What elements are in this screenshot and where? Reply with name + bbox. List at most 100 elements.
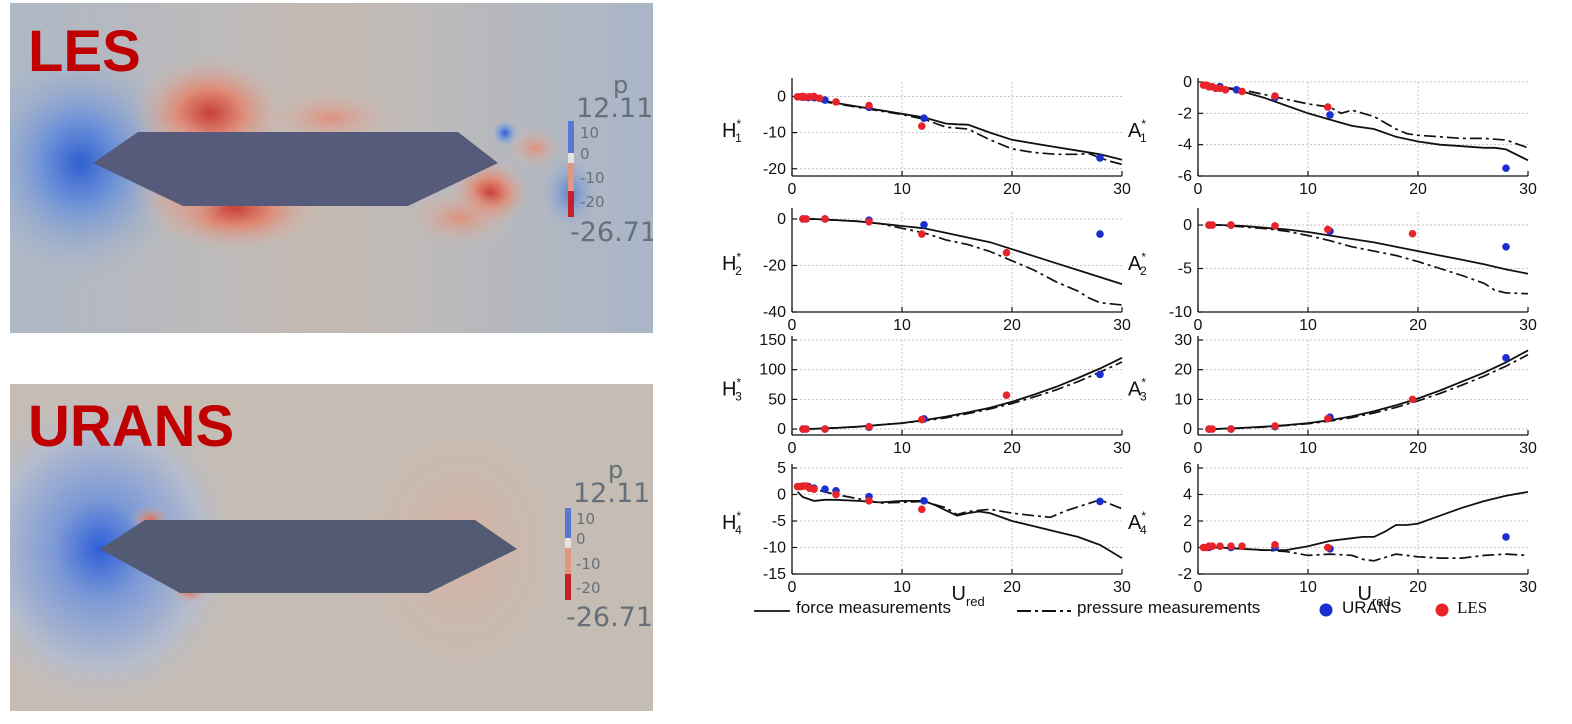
chart-panel-h2: 0 10 20 30 0 -20 -40 H* 2 <box>722 208 1131 334</box>
les-point <box>1408 395 1417 404</box>
x-tick-label: 10 <box>1299 579 1317 596</box>
les-point <box>802 215 811 223</box>
legend-les-label: LES <box>1457 598 1488 617</box>
x-tick-label: 30 <box>1519 181 1537 198</box>
y-tick-label: -10 <box>1169 304 1192 321</box>
y-tick-label: 20 <box>1174 362 1192 379</box>
y-tick-label: 0 <box>777 88 786 105</box>
pressure-line-h4 <box>797 485 1123 519</box>
urans-point <box>1502 354 1510 362</box>
x-tick-label: 30 <box>1113 440 1131 457</box>
les-colorbar-tick: 10 <box>580 124 600 142</box>
les-point <box>918 122 926 130</box>
urans-colorbar-min: -26.71 <box>566 602 653 633</box>
urans-colorbar-tick: -10 <box>576 555 601 573</box>
x-tick-label: 10 <box>893 181 911 198</box>
legend-urans-marker <box>1319 603 1333 617</box>
x-tick-label: 30 <box>1113 317 1131 334</box>
les-colorbar-tick: -20 <box>580 193 605 211</box>
x-tick-label: 0 <box>1194 579 1203 596</box>
les-point <box>832 98 840 106</box>
les-point <box>1227 425 1235 433</box>
pressure-line-a3 <box>1208 354 1529 430</box>
urans-colorbar-max: 12.11 <box>573 478 651 509</box>
legend-les-marker <box>1435 603 1449 617</box>
y-tick-label: 4 <box>1183 487 1192 504</box>
les-point <box>1208 425 1217 433</box>
chart-panel-h1: 0 10 20 30 0 -10 -20 H* 1 <box>722 78 1131 198</box>
y-tick-label: -4 <box>1178 137 1192 154</box>
x-tick-label: 0 <box>1194 440 1203 457</box>
y-tick-label: 0 <box>1183 421 1192 438</box>
les-point <box>810 485 818 494</box>
pressure-line-a2 <box>1209 224 1529 295</box>
y-tick-label: -20 <box>763 257 786 274</box>
x-tick-label: 30 <box>1519 317 1537 334</box>
y-tick-label: -2 <box>1178 105 1192 122</box>
les-point <box>1238 542 1246 550</box>
pressure-line-h3 <box>802 361 1123 430</box>
force-line-h2 <box>803 218 1123 285</box>
les-point <box>1227 542 1235 550</box>
urans-point <box>920 114 928 122</box>
x-tick-label: 0 <box>788 317 797 334</box>
pressure-line-h2 <box>803 218 1123 306</box>
x-tick-label: 0 <box>788 181 797 198</box>
y-tick-label: 0 <box>777 421 786 438</box>
les-colorbar-tick: 0 <box>580 145 590 163</box>
les-point <box>1002 391 1011 400</box>
y-axis-label: H* 3 <box>722 376 742 404</box>
x-tick-label: 10 <box>1299 440 1317 457</box>
y-tick-label: -6 <box>1178 168 1192 185</box>
y-tick-label: 0 <box>777 487 786 504</box>
x-tick-label: 10 <box>893 440 911 457</box>
les-point <box>1208 542 1217 550</box>
les-point <box>832 490 840 499</box>
y-tick-label: 6 <box>1183 460 1192 477</box>
bridge-deck-section <box>93 132 498 206</box>
chart-panel-h3: 0 10 20 30 0 50 100 150 H* 3 <box>722 332 1131 457</box>
les-point <box>918 505 926 514</box>
chart-panel-h4: 0 10 20 30 5 0 -5 -10 -15 H* 4 Ured <box>722 460 1131 609</box>
y-tick-label: 5 <box>777 460 786 477</box>
y-tick-label: 2 <box>1183 513 1192 530</box>
les-colorbar-min: -26.71 <box>570 217 653 248</box>
y-tick-label: -10 <box>763 540 786 557</box>
urans-point <box>920 497 928 505</box>
chart-panel-a1: 0 10 20 30 0 -2 -4 -6 A* 1 <box>1128 74 1537 198</box>
y-tick-label: 0 <box>777 211 786 228</box>
les-point <box>1238 87 1246 96</box>
y-tick-label: 0 <box>1183 74 1192 91</box>
les-field-panel: LES p 12.11 10 0 -10 -20 -26.71 <box>10 3 653 333</box>
chart-panel-a2: 0 10 20 30 0 -5 -10 A* 2 <box>1128 208 1537 334</box>
legend-urans-label: URANS <box>1342 598 1402 617</box>
force-line-a4 <box>1209 491 1529 552</box>
y-tick-label: -5 <box>1178 261 1192 278</box>
urans-pressure-field <box>10 384 653 711</box>
y-axis-label: A* 2 <box>1128 250 1147 278</box>
x-tick-label: 30 <box>1113 579 1131 596</box>
urans-point <box>1326 111 1334 119</box>
force-line-h4 <box>796 491 1123 559</box>
les-point <box>821 215 829 223</box>
les-point <box>918 230 926 238</box>
les-point <box>1324 543 1332 552</box>
legend-force-label: force measurements <box>796 598 951 617</box>
y-tick-label: -2 <box>1178 566 1192 583</box>
chart-panel-a3: 0 10 20 30 0 10 20 30 A* 3 <box>1128 332 1537 457</box>
les-point <box>1271 541 1279 549</box>
x-tick-label: 20 <box>1409 181 1427 198</box>
les-point <box>1324 414 1332 423</box>
x-tick-label: 20 <box>1003 579 1021 596</box>
x-tick-label: 20 <box>1003 181 1021 198</box>
les-point <box>1324 103 1332 111</box>
force-line-h3 <box>802 356 1123 430</box>
x-tick-label: 10 <box>893 579 911 596</box>
x-tick-label: 30 <box>1519 440 1537 457</box>
urans-point <box>920 220 928 229</box>
y-axis-label: H* 1 <box>722 117 742 145</box>
urans-point <box>1502 242 1510 251</box>
urans-point <box>1502 533 1510 541</box>
x-tick-label: 20 <box>1003 440 1021 457</box>
flutter-derivatives-plots: 0 10 20 300-10-20H* 10 10 20 300-2-4-6A* 10 10 20 3… <box>722 74 1537 609</box>
